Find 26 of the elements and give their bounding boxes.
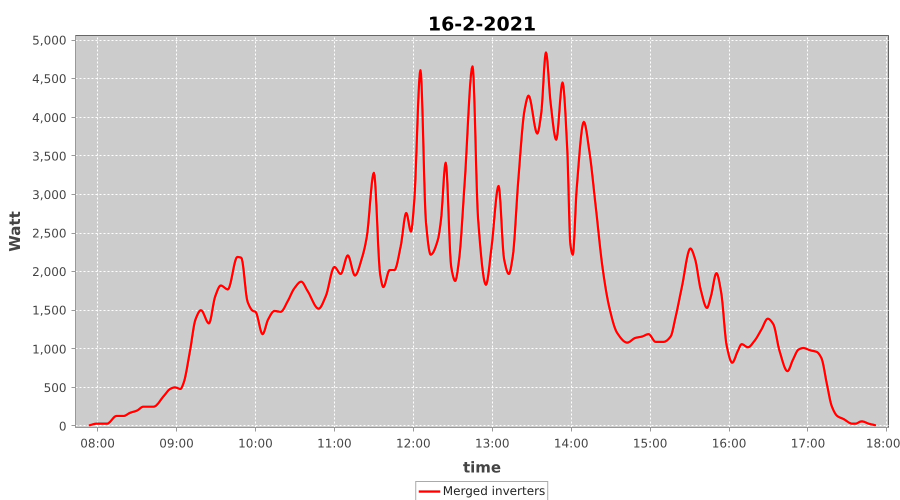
y-tick-label: 5,000: [32, 34, 67, 48]
legend-label: Merged inverters: [442, 484, 546, 498]
x-tick-label: 12:00: [396, 436, 431, 450]
chart-title: 16-2-2021: [428, 14, 536, 36]
x-tick-label: 15:00: [632, 436, 668, 450]
y-tick-label: 1,500: [32, 304, 67, 318]
x-tick-label: 11:00: [317, 436, 352, 450]
x-tick-label: 16:00: [712, 436, 746, 450]
x-tick-label: 10:00: [238, 436, 273, 450]
x-axis-title: time: [462, 458, 502, 476]
x-tick-label: 13:00: [474, 436, 510, 450]
y-tick-label: 1,000: [32, 342, 67, 356]
y-tick-label: 3,000: [32, 188, 67, 202]
x-tick-label: 17:00: [790, 436, 826, 450]
x-tick-label: 14:00: [554, 436, 588, 450]
x-tick-label: 08:00: [80, 436, 115, 450]
y-tick-label: 500: [44, 380, 66, 395]
y-tick-label: 2,500: [32, 226, 67, 241]
x-tick-label: 09:00: [159, 436, 194, 450]
y-tick-label: 4,500: [32, 72, 67, 86]
y-tick-label: 3,500: [32, 149, 67, 164]
x-tick-label: 18:00: [866, 436, 900, 450]
y-tick-label: 0: [58, 419, 67, 434]
y-tick-label: 2,000: [32, 265, 67, 280]
y-tick-label: 4,000: [32, 110, 67, 125]
y-axis-title: Watt: [6, 211, 24, 252]
